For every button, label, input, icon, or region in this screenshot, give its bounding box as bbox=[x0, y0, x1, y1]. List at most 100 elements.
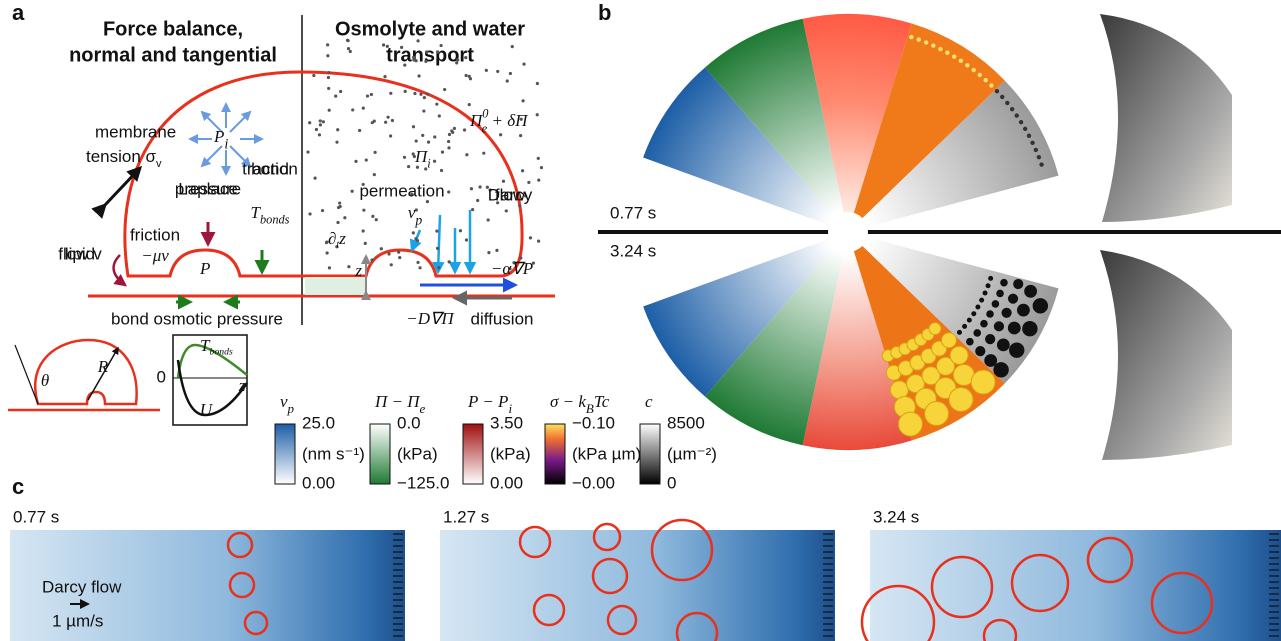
osmolyte bbox=[306, 150, 309, 153]
osmolyte bbox=[465, 238, 468, 241]
domain-dot bbox=[962, 324, 967, 329]
osmolyte bbox=[426, 92, 429, 95]
osmolyte bbox=[364, 242, 367, 245]
osmolyte bbox=[416, 261, 419, 264]
osmolyte bbox=[362, 106, 365, 109]
annotation-sub: bonds bbox=[209, 346, 233, 357]
annotation: pressure bbox=[175, 179, 241, 198]
annotation-sub: i bbox=[224, 137, 228, 153]
osmolyte bbox=[419, 93, 422, 96]
domain-dot bbox=[971, 370, 995, 394]
annotation-main: tension σ bbox=[86, 147, 157, 166]
colorbar-tick: 0.00 bbox=[490, 473, 523, 492]
osmolyte bbox=[464, 56, 467, 59]
annotation-tail: z bbox=[338, 229, 346, 248]
domain-dot bbox=[945, 51, 949, 55]
colorbar bbox=[640, 424, 660, 484]
colorbar-title: P − Pi bbox=[467, 392, 512, 416]
osmolyte bbox=[453, 127, 456, 130]
domain-dot bbox=[1010, 107, 1014, 111]
osmolyte bbox=[537, 157, 540, 160]
osmolyte bbox=[436, 50, 439, 53]
osmolyte bbox=[536, 82, 539, 85]
domain-dot bbox=[1037, 155, 1041, 159]
osmolyte bbox=[536, 113, 539, 116]
osmolyte bbox=[339, 205, 342, 208]
colorbar-unit: (nm s⁻¹) bbox=[302, 444, 365, 463]
annotation-tail: + δΠ bbox=[487, 111, 529, 130]
osmolyte bbox=[418, 266, 421, 269]
time-label: 3.24 s bbox=[873, 507, 919, 526]
osmolyte bbox=[421, 134, 424, 137]
colorbar-tick: 8500 bbox=[667, 413, 705, 432]
osmolyte bbox=[349, 50, 352, 53]
osmolyte bbox=[326, 54, 329, 57]
colorbar-title-main: σ − k bbox=[550, 392, 586, 411]
osmolyte bbox=[471, 208, 474, 211]
domain-dot bbox=[909, 35, 913, 39]
domain-dot bbox=[925, 402, 949, 426]
domain-dot bbox=[1005, 101, 1009, 105]
osmolyte bbox=[415, 139, 418, 142]
osmolyte bbox=[326, 251, 329, 254]
shape-3d bbox=[1100, 14, 1232, 222]
domain-dot bbox=[950, 346, 968, 364]
osmolyte bbox=[495, 249, 498, 252]
colorbar-unit: (kPa) bbox=[490, 444, 531, 463]
annotation-sub: bonds bbox=[260, 212, 290, 226]
annotation: vp bbox=[408, 203, 423, 228]
panel-label: c bbox=[12, 474, 24, 499]
domain-dot bbox=[957, 330, 962, 335]
osmolyte bbox=[327, 76, 330, 79]
osmolyte bbox=[351, 190, 354, 193]
osmolyte bbox=[522, 63, 525, 66]
osmolyte bbox=[326, 43, 329, 46]
osmolyte bbox=[383, 75, 386, 78]
contact-line bbox=[15, 345, 38, 404]
domain-dot bbox=[931, 43, 935, 47]
domain-dot bbox=[988, 276, 993, 281]
osmolyte bbox=[447, 140, 450, 143]
osmolyte bbox=[373, 173, 376, 176]
osmolyte bbox=[354, 160, 357, 163]
osmolyte bbox=[450, 129, 453, 132]
legend-scale: 1 µm/s bbox=[52, 611, 103, 630]
osmolyte bbox=[506, 79, 509, 82]
osmolyte bbox=[416, 39, 419, 42]
colorbar-unit: (kPa µm) bbox=[572, 444, 641, 463]
osmolyte bbox=[424, 60, 427, 63]
figure: aForce balance,normal and tangentialOsmo… bbox=[0, 0, 1281, 641]
osmolyte bbox=[404, 90, 407, 93]
osmolyte bbox=[322, 120, 325, 123]
osmolyte bbox=[336, 221, 339, 224]
colorbar bbox=[275, 424, 295, 484]
osmolyte bbox=[529, 236, 532, 239]
colorbar-tick: −125.0 bbox=[397, 473, 449, 492]
osmolyte bbox=[319, 123, 322, 126]
osmolyte bbox=[519, 134, 522, 137]
osmolyte bbox=[433, 135, 436, 138]
osmolyte bbox=[373, 151, 376, 154]
osmolyte bbox=[347, 39, 350, 42]
domain-dot bbox=[980, 320, 988, 328]
osmolyte bbox=[382, 43, 385, 46]
osmolyte bbox=[362, 209, 365, 212]
domain-dot bbox=[1039, 162, 1043, 166]
domain-dot bbox=[898, 412, 922, 436]
annotation: traction bbox=[242, 159, 298, 178]
domain-dot bbox=[983, 291, 988, 296]
domain-dot bbox=[959, 59, 963, 63]
domain-dot bbox=[984, 78, 988, 82]
colorbar bbox=[545, 424, 565, 484]
annotation: membrane bbox=[95, 122, 176, 141]
osmolyte bbox=[312, 74, 315, 77]
annotation: θ bbox=[41, 371, 49, 390]
colorbar-title-main: P − P bbox=[467, 392, 508, 411]
colorbar-unit: (µm⁻²) bbox=[667, 444, 717, 463]
osmolyte bbox=[412, 125, 415, 128]
osmolyte bbox=[478, 185, 481, 188]
osmolyte bbox=[499, 133, 502, 136]
domain-dot bbox=[967, 318, 972, 323]
colorbar-tick: 25.0 bbox=[302, 413, 335, 432]
osmolyte bbox=[426, 200, 429, 203]
